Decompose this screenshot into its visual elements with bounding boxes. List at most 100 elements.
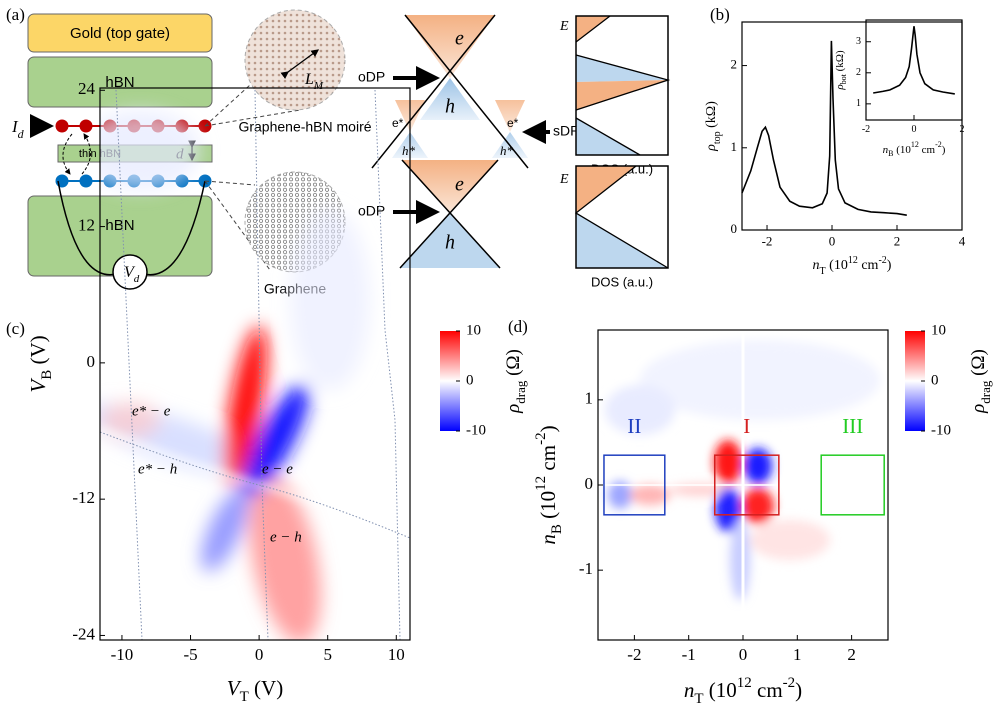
axis-label: nB (1012 cm-2) xyxy=(533,425,565,544)
x-tick-label: 0 xyxy=(255,645,264,664)
axis-label: nT (1012 cm-2) xyxy=(813,255,892,277)
annotation: e − e xyxy=(262,461,293,477)
y-tick-label: 1 xyxy=(585,389,594,408)
label-part: V xyxy=(227,676,242,700)
label-part: top xyxy=(712,131,723,144)
label-part: bot xyxy=(839,73,848,84)
region-label: III xyxy=(842,414,863,438)
axis-label: E xyxy=(559,19,569,34)
y-tick-label: 1 xyxy=(856,98,861,109)
hole-cone xyxy=(420,78,480,120)
x-tick-label: -2 xyxy=(627,645,641,664)
label-part: cm xyxy=(919,144,936,156)
moire-cones: e h e* h* e* h* oDP sDP xyxy=(358,14,579,169)
line xyxy=(873,26,955,95)
heatmap-c xyxy=(100,89,410,640)
dos-frame xyxy=(575,15,669,156)
panel-label: (d) xyxy=(508,317,528,336)
y-tick-label: 0 xyxy=(87,352,96,371)
x-tick-label: 5 xyxy=(323,645,332,664)
y-tick-label: -12 xyxy=(72,488,95,507)
caption: Graphene-hBN moiré xyxy=(238,119,371,135)
colorbar-tick-label: 0 xyxy=(466,372,474,388)
axis-label: VB (V) xyxy=(26,335,56,392)
x-tick-label: -1 xyxy=(682,645,696,664)
band-label: h xyxy=(445,232,455,254)
gold-layer xyxy=(27,13,213,53)
label-part: drag xyxy=(513,380,528,404)
label-part: T xyxy=(240,689,249,705)
band-label: h* xyxy=(402,143,416,158)
x-tick-label: 0 xyxy=(829,233,836,248)
x-tick-label: -10 xyxy=(111,645,134,664)
band-label: e* xyxy=(507,116,519,130)
cone xyxy=(495,100,525,132)
x-tick-label: 4 xyxy=(959,233,966,248)
band-label: e* xyxy=(392,116,404,130)
label-part: ) xyxy=(795,678,802,702)
y-tick-label: 24 xyxy=(78,79,96,98)
plot-frame xyxy=(597,329,889,641)
label-part: ) xyxy=(536,425,560,432)
dispersion xyxy=(399,159,501,269)
axis-label: ρtop (kΩ) xyxy=(704,101,723,152)
plot-frame xyxy=(865,19,963,121)
colorbar xyxy=(905,331,925,431)
line xyxy=(741,40,907,216)
colorbar-tick-label: 10 xyxy=(466,322,481,338)
label-part: (10 xyxy=(704,678,737,702)
label-part: -2 xyxy=(783,675,796,691)
label-part: B xyxy=(39,370,55,380)
label-part: (10 xyxy=(536,491,560,524)
label-part: T xyxy=(820,266,826,277)
period-label: LM xyxy=(304,71,324,92)
label-part: ) xyxy=(942,144,946,156)
voltage-label: Vd xyxy=(124,264,140,285)
label-part: cm xyxy=(752,678,783,702)
x-tick-label: -2 xyxy=(762,233,773,248)
y-tick-label: 3 xyxy=(856,36,861,47)
label-part: T xyxy=(694,691,703,707)
panel-label: (a) xyxy=(6,5,25,24)
region-box xyxy=(820,454,885,516)
x-tick-label: 2 xyxy=(847,645,856,664)
label-part: (10 xyxy=(893,144,911,156)
symbol: I xyxy=(11,117,19,136)
y-tick-label: 12 xyxy=(78,215,95,234)
subscript: d xyxy=(134,273,140,285)
point-label: sDP xyxy=(553,123,579,139)
label-part: B xyxy=(549,524,565,534)
x-tick-label: 0 xyxy=(739,645,748,664)
label-part: ) xyxy=(887,258,892,273)
period-arrow xyxy=(280,49,320,79)
label-part: (10 xyxy=(826,258,848,273)
axis-label: DOS (a.u.) xyxy=(591,274,653,289)
band-label: h* xyxy=(500,143,514,158)
layer-label: hBN xyxy=(105,74,134,91)
y-tick-label: -1 xyxy=(579,559,593,578)
y-tick-label: 1 xyxy=(731,139,738,154)
colorbar xyxy=(440,331,460,431)
drag-arrow xyxy=(62,133,73,175)
label-part: -2 xyxy=(878,255,886,266)
colorbar-tick-label: -10 xyxy=(931,422,951,438)
dos-frame xyxy=(575,165,669,269)
band-label: e xyxy=(455,174,464,196)
region-box xyxy=(603,454,666,516)
label-part: B xyxy=(888,149,893,158)
x-tick-label: 1 xyxy=(793,645,802,664)
band-label: h xyxy=(445,96,455,118)
point-label: oDP xyxy=(358,69,385,85)
x-tick-label: -5 xyxy=(183,645,197,664)
axis-label: VT (V) xyxy=(227,676,283,706)
label-part: (kΩ) xyxy=(704,101,719,132)
electron-cone xyxy=(405,15,495,78)
label-part: cm xyxy=(858,258,879,273)
hole-cone xyxy=(400,213,500,268)
label-part: ρ xyxy=(968,404,989,414)
dispersion xyxy=(371,14,529,169)
region-label: II xyxy=(627,414,641,438)
label-part: (V) xyxy=(26,335,50,369)
label-part: (kΩ) xyxy=(834,50,846,74)
x-tick-label: 10 xyxy=(388,645,405,664)
